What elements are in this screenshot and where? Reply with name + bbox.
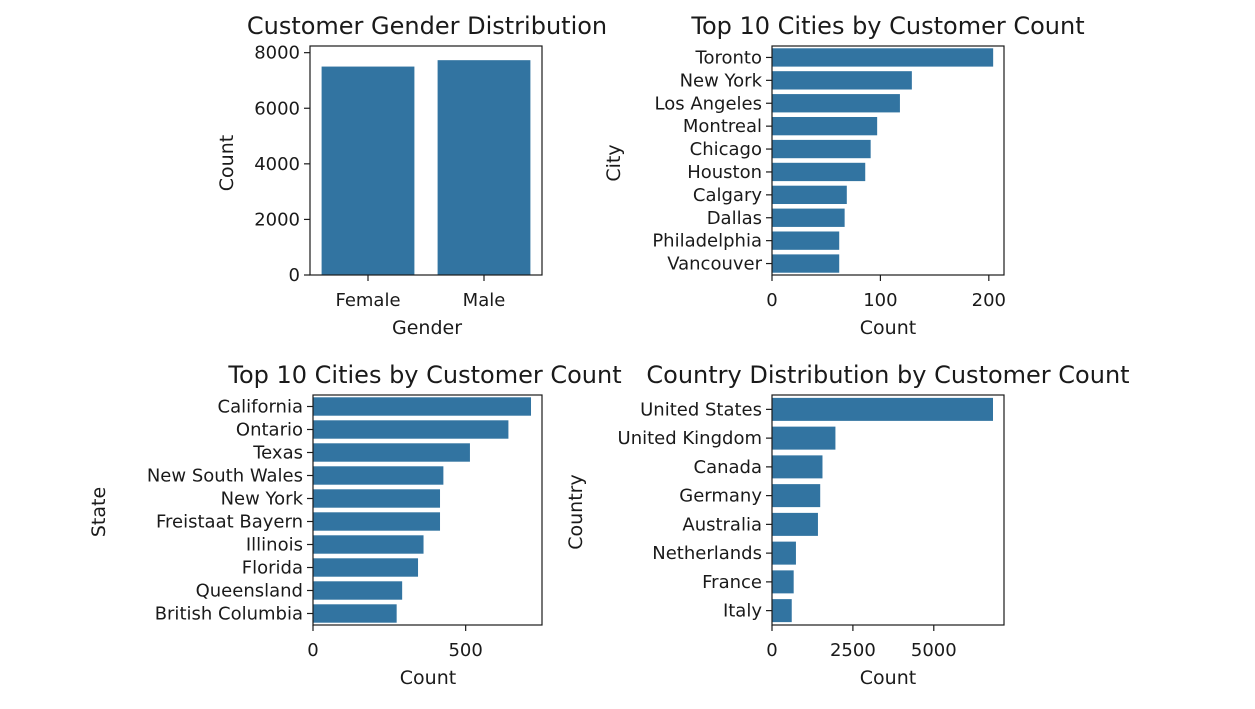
y-tick-label: Texas xyxy=(252,443,303,464)
bar-new-york xyxy=(313,489,441,508)
bar-italy xyxy=(772,599,792,623)
bar-freistaat-bayern xyxy=(313,512,441,531)
y-tick-label: Canada xyxy=(694,457,763,478)
y-tick-label: Ontario xyxy=(236,420,303,441)
y-tick-label: Toronto xyxy=(695,47,762,68)
x-tick-label: 100 xyxy=(863,290,897,311)
x-tick-label: Male xyxy=(463,290,506,311)
axes-frame xyxy=(771,394,1005,626)
y-tick-label: Los Angeles xyxy=(655,93,763,114)
y-tick-label: New York xyxy=(221,489,304,510)
bar-canada xyxy=(772,455,823,479)
y-tick-label: Germany xyxy=(679,486,762,507)
bar-texas xyxy=(313,443,470,462)
bar-montreal xyxy=(772,116,878,136)
y-tick-label: Australia xyxy=(682,514,762,535)
bar-calgary xyxy=(772,185,847,205)
axes-frame xyxy=(771,45,1005,276)
y-tick-label: 2000 xyxy=(254,209,300,230)
y-tick-label: Florida xyxy=(242,558,303,579)
y-tick-label: British Columbia xyxy=(155,604,303,625)
bar-houston xyxy=(772,162,866,182)
y-tick-label: 6000 xyxy=(254,98,300,119)
y-tick-label: Philadelphia xyxy=(652,231,762,252)
x-tick-label: 2500 xyxy=(830,640,876,661)
y-axis-label: State xyxy=(88,487,110,537)
bar-california xyxy=(313,397,532,416)
y-tick-label: Chicago xyxy=(690,139,762,160)
bar-germany xyxy=(772,484,821,508)
bar-vancouver xyxy=(772,254,840,273)
bar-netherlands xyxy=(772,541,796,565)
x-tick-label: 200 xyxy=(972,290,1006,311)
x-tick-label: 5000 xyxy=(911,640,957,661)
x-axis-label: Count xyxy=(860,667,916,689)
x-axis-label: Count xyxy=(860,317,916,339)
y-tick-label: France xyxy=(702,572,762,593)
y-tick-label: Queensland xyxy=(196,581,303,602)
y-tick-label: 0 xyxy=(289,265,300,286)
y-axis-label: City xyxy=(603,144,625,181)
axes-frame xyxy=(312,394,543,626)
x-tick-label: 500 xyxy=(448,640,482,661)
x-tick-label: 0 xyxy=(307,640,318,661)
y-tick-label: Netherlands xyxy=(652,543,762,564)
y-tick-label: Freistaat Bayern xyxy=(156,512,303,533)
bar-new-south-wales xyxy=(313,466,444,485)
bar-florida xyxy=(313,558,419,577)
chart-title: Top 10 Cities by Customer Count xyxy=(690,12,1084,40)
x-axis-label: Gender xyxy=(392,317,462,339)
chart-title: Country Distribution by Customer Count xyxy=(646,361,1129,389)
bar-new-york xyxy=(772,71,912,90)
chart-title: Customer Gender Distribution xyxy=(247,12,607,40)
bar-male xyxy=(437,60,531,276)
axes-frame xyxy=(309,45,543,276)
bar-queensland xyxy=(313,581,403,600)
y-axis-label: Count xyxy=(216,135,238,191)
x-tick-label: Female xyxy=(335,290,400,311)
bar-chicago xyxy=(772,139,871,159)
y-tick-label: New South Wales xyxy=(147,466,303,487)
y-tick-label: 4000 xyxy=(254,154,300,175)
bar-australia xyxy=(772,512,818,536)
y-tick-label: 8000 xyxy=(254,43,300,64)
chart-gender: Female Male 0 2000 4000 6000 8000 Customer Gend… xyxy=(216,12,607,339)
chart-country: United States United Kingdom Canada Germany… xyxy=(565,361,1130,689)
bar-female xyxy=(321,66,415,275)
bar-united-states xyxy=(772,397,993,421)
bar-france xyxy=(772,570,794,594)
y-tick-label: Illinois xyxy=(246,535,303,556)
y-tick-label: Italy xyxy=(723,601,762,622)
bar-los-angeles xyxy=(772,94,900,113)
bar-philadelphia xyxy=(772,231,840,250)
y-tick-label: United Kingdom xyxy=(618,428,762,449)
x-axis-label: Count xyxy=(400,667,456,689)
y-tick-label: Montreal xyxy=(683,116,762,137)
x-tick-label: 0 xyxy=(766,640,777,661)
bar-british-columbia xyxy=(313,604,397,623)
bar-illinois xyxy=(313,535,424,554)
x-tick-label: 0 xyxy=(766,290,777,311)
bar-toronto xyxy=(772,48,994,67)
y-tick-label: New York xyxy=(680,70,763,91)
y-tick-label: California xyxy=(218,397,303,418)
bar-dallas xyxy=(772,208,845,227)
y-tick-label: Vancouver xyxy=(667,254,762,275)
y-tick-label: Dallas xyxy=(707,208,762,229)
bar-ontario xyxy=(313,420,509,439)
chart-title: Top 10 Cities by Customer Count xyxy=(227,361,621,389)
y-tick-label: Calgary xyxy=(693,185,762,206)
bar-united-kingdom xyxy=(772,426,836,450)
y-tick-label: Houston xyxy=(687,162,762,183)
y-tick-label: United States xyxy=(640,399,762,420)
y-axis-label: Country xyxy=(565,474,587,549)
